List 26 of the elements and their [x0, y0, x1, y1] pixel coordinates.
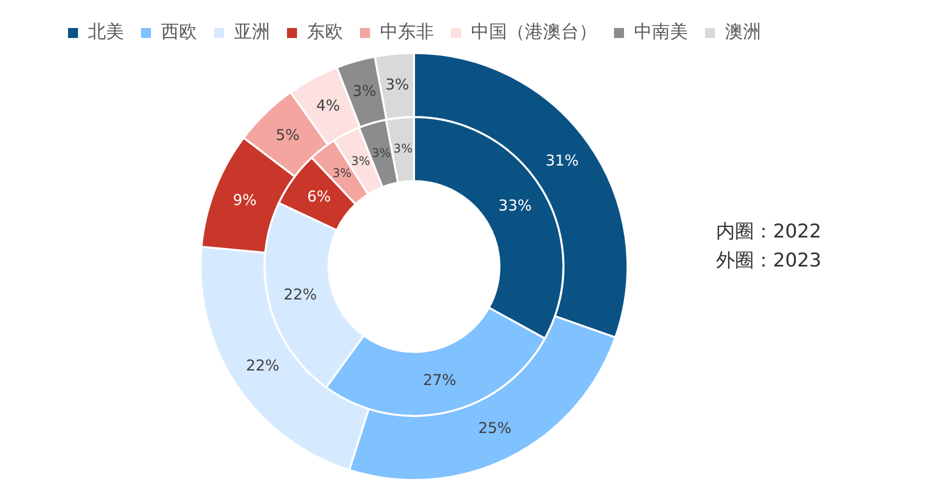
data-label: 27% [422, 370, 456, 389]
data-label: 3% [372, 146, 391, 160]
text: 外圈：2023 [716, 249, 822, 272]
data-label: 22% [246, 356, 280, 375]
legend-label: 北美 [88, 22, 124, 43]
legend-label: 澳洲 [725, 22, 761, 43]
data-label: 31% [545, 152, 579, 170]
data-label: 9% [232, 190, 257, 209]
legend-label: 中国（港澳台） [471, 22, 597, 43]
data-label: 3% [351, 154, 370, 168]
data-label: 22% [284, 286, 317, 304]
legend-label: 亚洲 [234, 22, 270, 43]
legend-label: 西欧 [161, 22, 197, 43]
legend-label: 东欧 [307, 22, 343, 43]
legend-label: 中东非 [380, 22, 434, 43]
text: 内圈：2022 [716, 220, 822, 242]
data-label: 6% [307, 187, 331, 206]
data-label: 25% [478, 418, 512, 437]
legend-label: 中南美 [634, 22, 688, 43]
data-label: 5% [276, 126, 300, 144]
data-label: 3% [393, 142, 412, 156]
data-label: 4% [316, 96, 340, 115]
data-label: 33% [498, 196, 532, 215]
data-label: 3% [332, 166, 352, 180]
data-label: 3% [385, 76, 410, 94]
data-label: 3% [352, 82, 376, 100]
